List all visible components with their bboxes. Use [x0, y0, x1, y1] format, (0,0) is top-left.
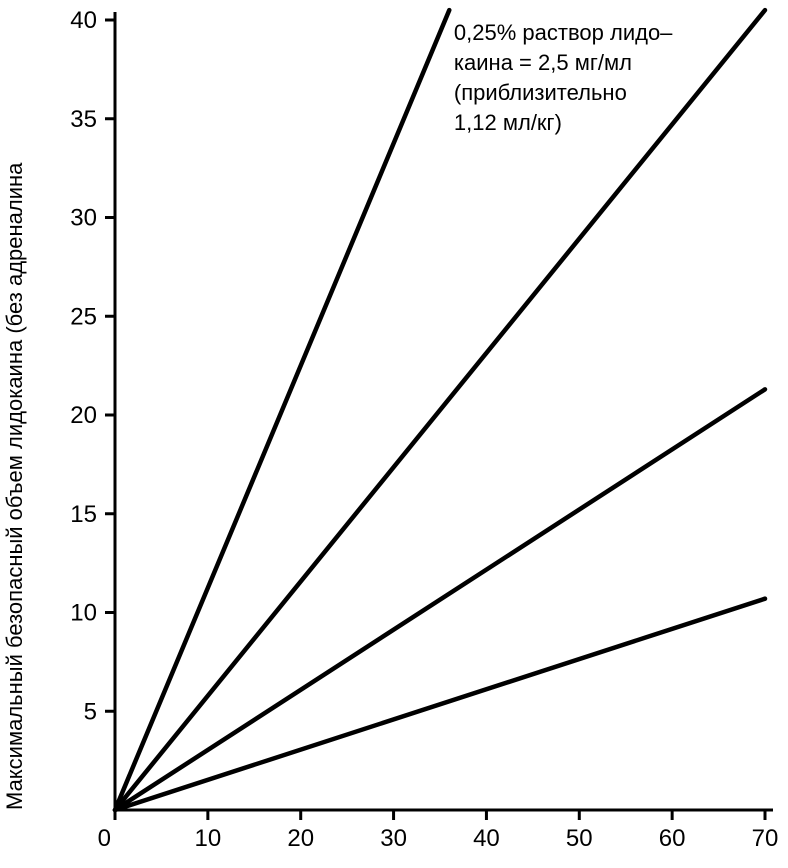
- x-origin-label: 0: [98, 825, 111, 852]
- x-tick-label: 50: [566, 825, 593, 852]
- x-tick-label: 60: [659, 825, 686, 852]
- line-3: [115, 389, 765, 810]
- y-tick-label: 40: [70, 7, 97, 34]
- y-tick-label: 25: [70, 303, 97, 330]
- chart-annotation-line: 0,25% раствор лидо–: [454, 20, 673, 45]
- y-tick-label: 20: [70, 402, 97, 429]
- lidocaine-chart: 5 10 15 20 25 30 35 40 0 10 20 30 40 50 60 70 0,25% раст…: [0, 0, 788, 868]
- x-tick-label: 20: [287, 825, 314, 852]
- chart-annotation-line: (приблизительно: [454, 80, 627, 105]
- y-tick-label: 15: [70, 501, 97, 528]
- line-0.25pct: [115, 10, 449, 810]
- line-4: [115, 599, 765, 810]
- x-tick-label: 10: [195, 825, 222, 852]
- y-axis-label: Максимальный безопасный объем лидокаина …: [2, 162, 27, 810]
- x-tick-label: 40: [473, 825, 500, 852]
- y-tick-label: 5: [84, 698, 97, 725]
- chart-annotation-line: 1,12 мл/кг): [454, 110, 562, 135]
- chart-annotation-line: каина = 2,5 мг/мл: [454, 50, 632, 75]
- x-tick-label: 70: [752, 825, 779, 852]
- line-2: [115, 10, 765, 810]
- y-tick-label: 30: [70, 205, 97, 232]
- chart-container: 5 10 15 20 25 30 35 40 0 10 20 30 40 50 60 70 0,25% раст…: [0, 0, 788, 868]
- x-tick-label: 30: [380, 825, 407, 852]
- y-tick-label: 35: [70, 106, 97, 133]
- y-tick-label: 10: [70, 600, 97, 627]
